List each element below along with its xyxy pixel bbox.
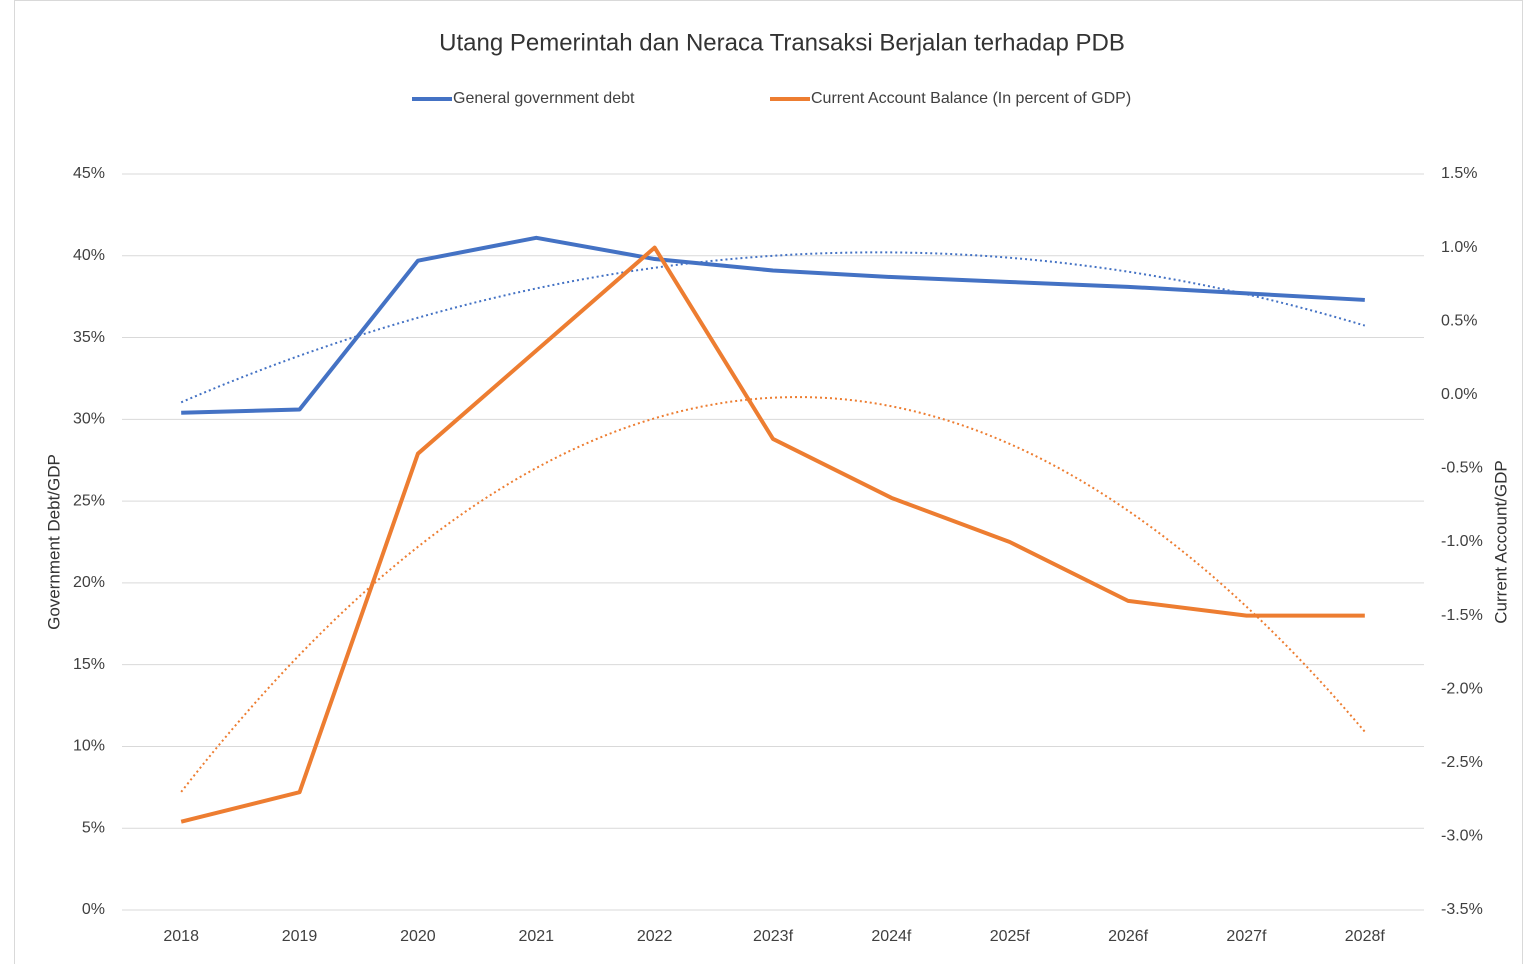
y-tick-label: 40% — [73, 247, 105, 264]
chart-frame — [14, 0, 1523, 964]
x-tick-label: 2023f — [753, 928, 794, 945]
y2-tick-label: 1.5% — [1441, 165, 1477, 182]
y-axis-title: Government Debt/GDP — [44, 454, 63, 630]
y-tick-label: 25% — [73, 492, 105, 509]
y2-tick-label: 0.0% — [1441, 386, 1477, 403]
x-tick-label: 2022 — [637, 928, 673, 945]
series-line — [181, 235, 1365, 415]
y2-tick-label: -1.5% — [1441, 607, 1483, 624]
y2-tick-label: -2.0% — [1441, 680, 1483, 697]
y-tick-label: 5% — [82, 819, 105, 836]
x-tick-label: 2019 — [282, 928, 318, 945]
y-tick-label: 20% — [73, 574, 105, 591]
series-line — [180, 245, 1365, 824]
y-tick-label: 15% — [73, 656, 105, 673]
x-tick-label: 2021 — [518, 928, 554, 945]
x-tick-label: 2026f — [1108, 928, 1149, 945]
y2-axis-title: Current Account/GDP — [1491, 460, 1510, 623]
chart-title: Utang Pemerintah dan Neraca Transaksi Be… — [439, 29, 1125, 56]
x-tick-label: 2025f — [990, 928, 1031, 945]
y2-tick-label: -1.0% — [1441, 533, 1483, 550]
y-tick-label: 35% — [73, 329, 105, 346]
y2-tick-label: 1.0% — [1441, 239, 1477, 256]
y-tick-label: 10% — [73, 738, 105, 755]
x-tick-label: 2024f — [871, 928, 912, 945]
y-tick-label: 0% — [82, 901, 105, 918]
y2-tick-label: -0.5% — [1441, 460, 1483, 477]
y2-tick-label: -3.5% — [1441, 901, 1483, 918]
y-tick-label: 45% — [73, 165, 105, 182]
trendline — [180, 251, 1366, 404]
x-tick-label: 2018 — [163, 928, 199, 945]
x-tick-label: 2028f — [1345, 928, 1386, 945]
trendline — [180, 396, 1366, 793]
y2-tick-label: -3.0% — [1441, 828, 1483, 845]
x-tick-label: 2020 — [400, 928, 436, 945]
y2-tick-label: -2.5% — [1441, 754, 1483, 771]
legend-label: Current Account Balance (In percent of G… — [811, 90, 1131, 107]
y2-tick-label: 0.5% — [1441, 312, 1477, 329]
legend-label: General government debt — [453, 90, 635, 107]
x-tick-label: 2027f — [1226, 928, 1267, 945]
y-tick-label: 30% — [73, 411, 105, 428]
